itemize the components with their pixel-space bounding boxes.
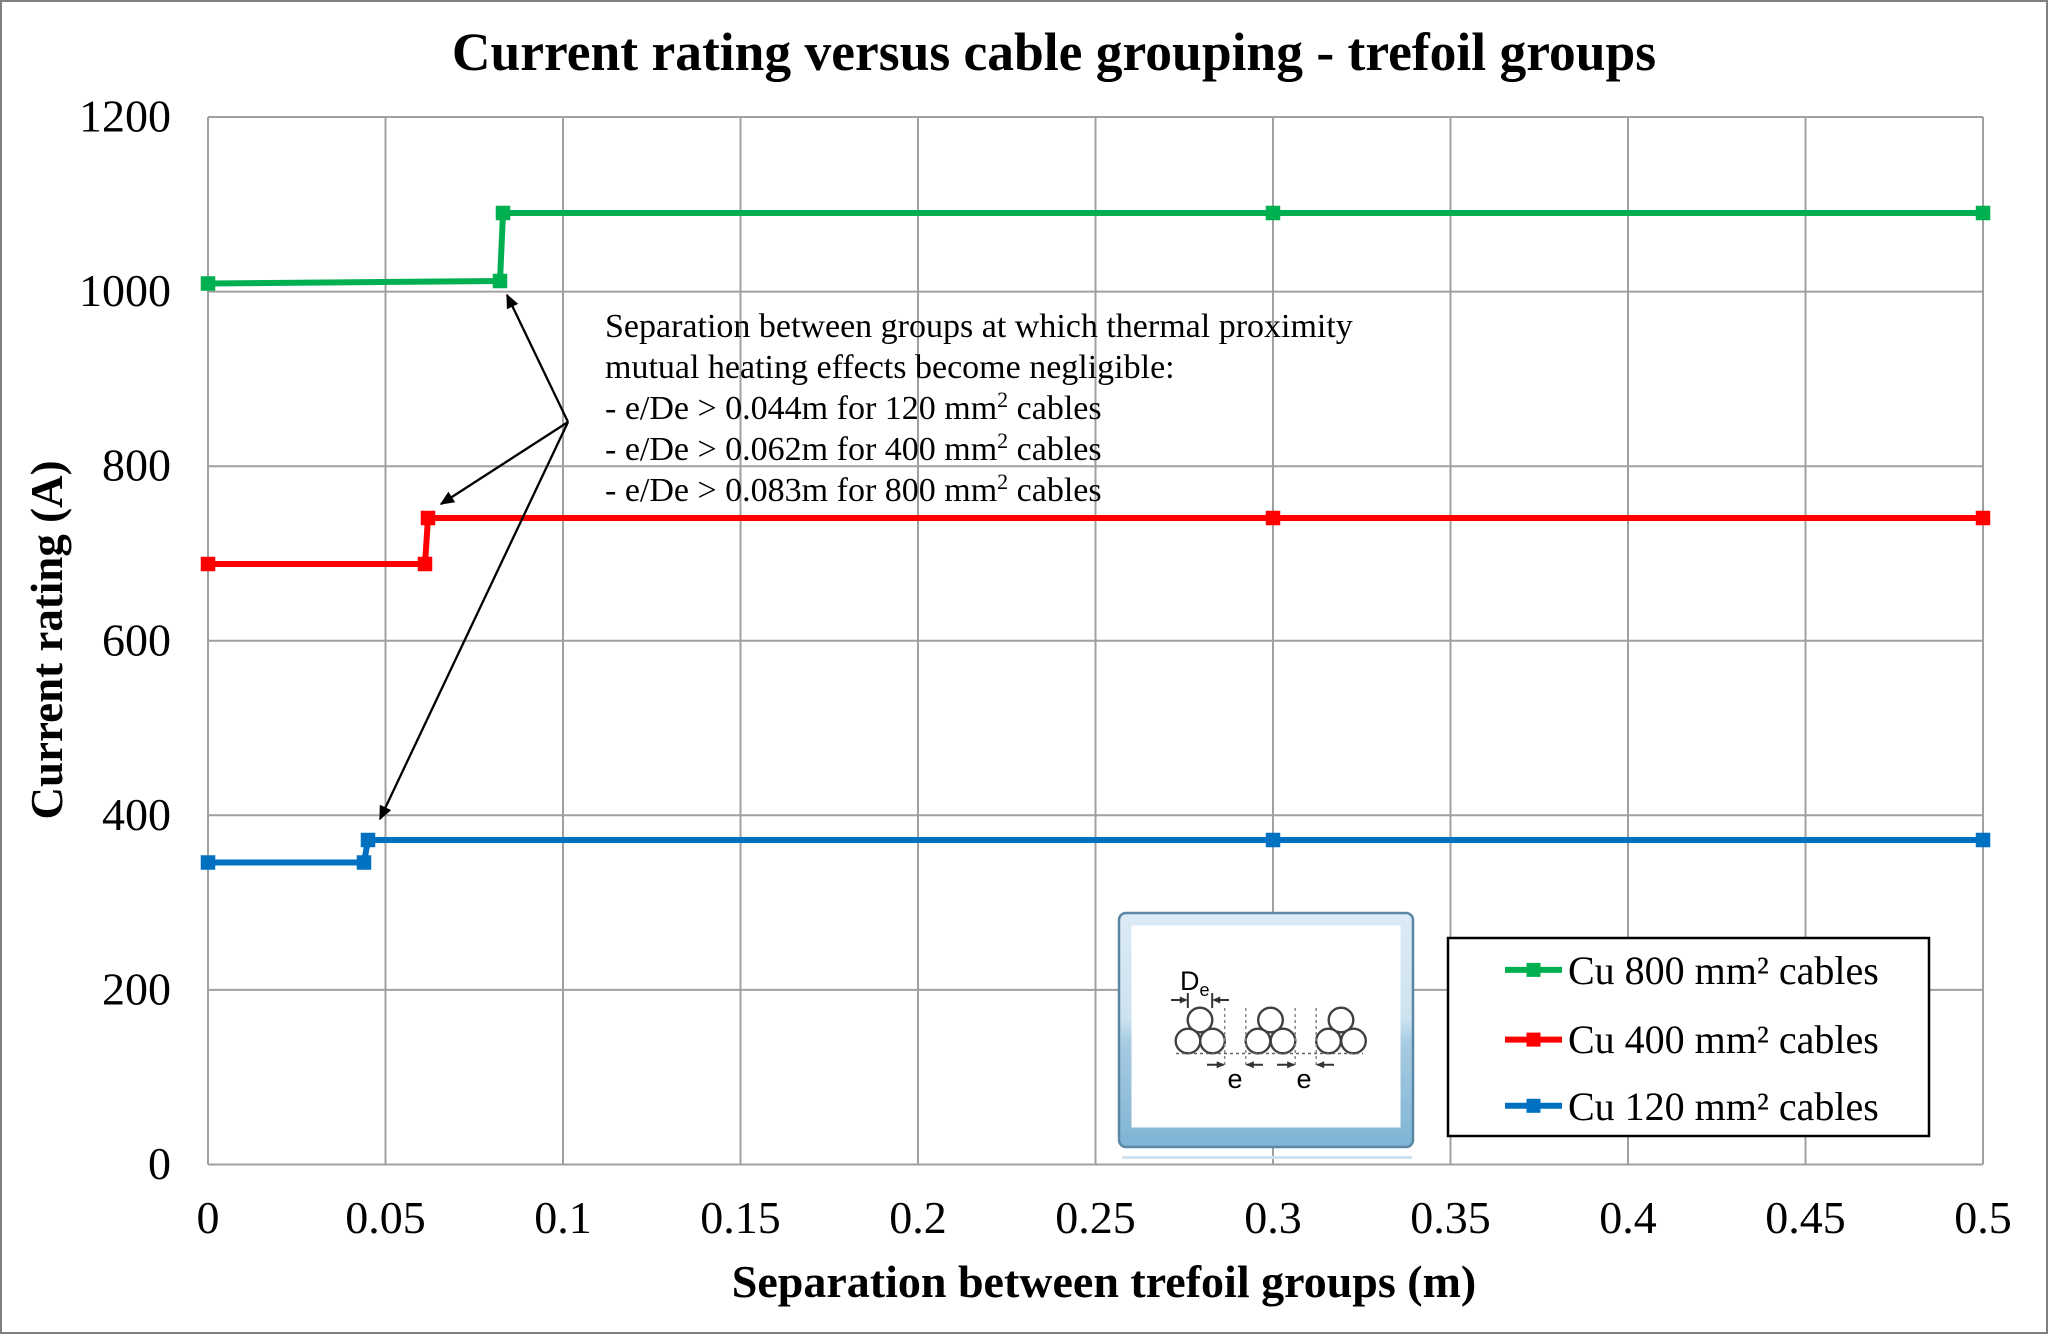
svg-text:Cu 800 mm² cables: Cu 800 mm² cables	[1568, 948, 1879, 993]
svg-text:0.3: 0.3	[1244, 1192, 1302, 1243]
svg-text:200: 200	[102, 963, 171, 1014]
svg-text:0.5: 0.5	[1954, 1192, 2012, 1243]
svg-text:Separation between trefoil gro: Separation between trefoil groups (m)	[732, 1256, 1476, 1307]
svg-text:0.15: 0.15	[700, 1192, 781, 1243]
svg-text:400: 400	[102, 789, 171, 840]
svg-text:Cu 400 mm² cables: Cu 400 mm² cables	[1568, 1017, 1879, 1062]
svg-text:Cu 120 mm² cables: Cu 120 mm² cables	[1568, 1084, 1879, 1129]
svg-text:1000: 1000	[79, 265, 171, 316]
svg-text:e: e	[1296, 1064, 1311, 1094]
svg-text:0.4: 0.4	[1599, 1192, 1657, 1243]
svg-text:- e/De > 0.062m for 400 mm2 ca: - e/De > 0.062m for 400 mm2 cables	[605, 428, 1102, 468]
svg-text:600: 600	[102, 614, 171, 665]
svg-text:0.35: 0.35	[1410, 1192, 1491, 1243]
svg-text:0.1: 0.1	[534, 1192, 592, 1243]
svg-text:0: 0	[197, 1192, 220, 1243]
svg-text:e: e	[1227, 1064, 1242, 1094]
svg-text:1200: 1200	[79, 91, 171, 142]
svg-text:0.05: 0.05	[345, 1192, 426, 1243]
svg-text:800: 800	[102, 440, 171, 491]
svg-text:mutual heating effects become: mutual heating effects become negligible…	[605, 349, 1175, 386]
svg-text:Current rating versus cable gr: Current rating versus cable grouping - t…	[452, 22, 1656, 82]
svg-text:0.2: 0.2	[889, 1192, 947, 1243]
svg-text:Current rating (A): Current rating (A)	[22, 460, 72, 819]
svg-text:0.25: 0.25	[1055, 1192, 1136, 1243]
svg-text:0: 0	[148, 1138, 171, 1189]
svg-text:- e/De > 0.083m for 800 mm2 ca: - e/De > 0.083m for 800 mm2 cables	[605, 469, 1102, 509]
svg-text:Separation between groups at w: Separation between groups at which therm…	[605, 308, 1353, 345]
svg-text:0.45: 0.45	[1765, 1192, 1846, 1243]
svg-text:- e/De > 0.044m for 120 mm2 ca: - e/De > 0.044m for 120 mm2 cables	[605, 387, 1102, 427]
